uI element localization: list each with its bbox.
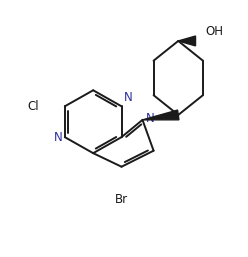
Text: N: N — [54, 131, 62, 144]
Text: Br: Br — [115, 192, 128, 206]
Text: OH: OH — [205, 25, 223, 38]
Text: N: N — [146, 112, 155, 125]
Text: Cl: Cl — [27, 100, 39, 113]
Polygon shape — [143, 110, 179, 120]
Text: N: N — [124, 91, 133, 104]
Polygon shape — [178, 36, 195, 46]
